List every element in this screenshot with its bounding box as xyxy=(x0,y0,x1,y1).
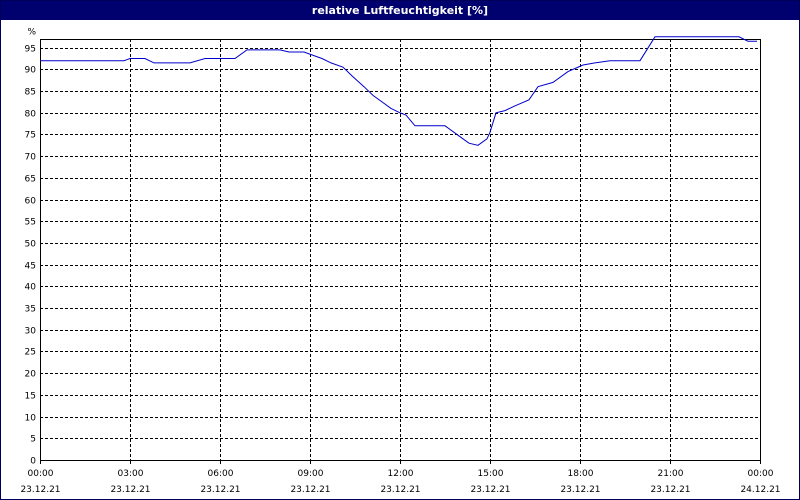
y-tick-label: 90 xyxy=(25,66,37,76)
x-tick-time: 12:00 xyxy=(388,469,414,479)
plot-border xyxy=(40,39,761,461)
x-tick-time: 06:00 xyxy=(208,469,234,479)
y-tick-label: 60 xyxy=(25,197,37,207)
x-tick-time: 21:00 xyxy=(658,469,684,479)
x-tick-date: 23.12.21 xyxy=(470,485,510,495)
y-tick-label: 5 xyxy=(30,435,36,445)
y-tick-label: 80 xyxy=(25,110,37,120)
y-tick-label: 75 xyxy=(25,131,36,141)
axes xyxy=(40,39,761,464)
x-tick-date: 23.12.21 xyxy=(650,485,690,495)
x-tick-date: 23.12.21 xyxy=(380,485,420,495)
y-unit-label: % xyxy=(27,28,36,38)
x-tick-time: 18:00 xyxy=(568,469,594,479)
x-tick-time: 09:00 xyxy=(298,469,324,479)
x-tick-date: 23.12.21 xyxy=(20,485,60,495)
series-line-0 xyxy=(40,36,757,146)
x-tick-time: 15:00 xyxy=(478,469,504,479)
x-tick-time: 03:00 xyxy=(118,469,144,479)
y-tick-label: 20 xyxy=(25,370,37,380)
y-tick-label: 10 xyxy=(25,414,37,424)
y-tick-label: 70 xyxy=(25,153,37,163)
y-tick-label: 40 xyxy=(25,283,37,293)
y-tick-label: 85 xyxy=(25,88,36,98)
y-tick-label: 55 xyxy=(25,218,36,228)
x-tick-date: 24.12.21 xyxy=(740,485,780,495)
y-tick-label: 15 xyxy=(25,392,36,402)
x-tick-date: 23.12.21 xyxy=(290,485,330,495)
y-tick-label: 50 xyxy=(25,240,37,250)
y-tick-label: 45 xyxy=(25,262,36,272)
y-tick-label: 65 xyxy=(25,175,36,185)
y-tick-label: 35 xyxy=(25,305,36,315)
y-tick-label: 95 xyxy=(25,45,36,55)
x-tick-date: 23.12.21 xyxy=(560,485,600,495)
series xyxy=(40,36,757,146)
x-tick-time: 00:00 xyxy=(28,469,54,479)
tick-labels: 0 5 10 15 20 25 30 35 40 45 50 55 60 65 70 75 80 85 90 95% 0… xyxy=(20,28,780,495)
x-tick-time: 00:00 xyxy=(748,469,774,479)
y-tick-label: 25 xyxy=(25,348,36,358)
chart-title: relative Luftfeuchtigkeit [%] xyxy=(1,1,799,20)
y-tick-label: 0 xyxy=(30,457,36,467)
grid-lines xyxy=(40,39,760,460)
y-tick-label: 30 xyxy=(25,327,37,337)
x-tick-date: 23.12.21 xyxy=(200,485,240,495)
x-tick-date: 23.12.21 xyxy=(110,485,150,495)
